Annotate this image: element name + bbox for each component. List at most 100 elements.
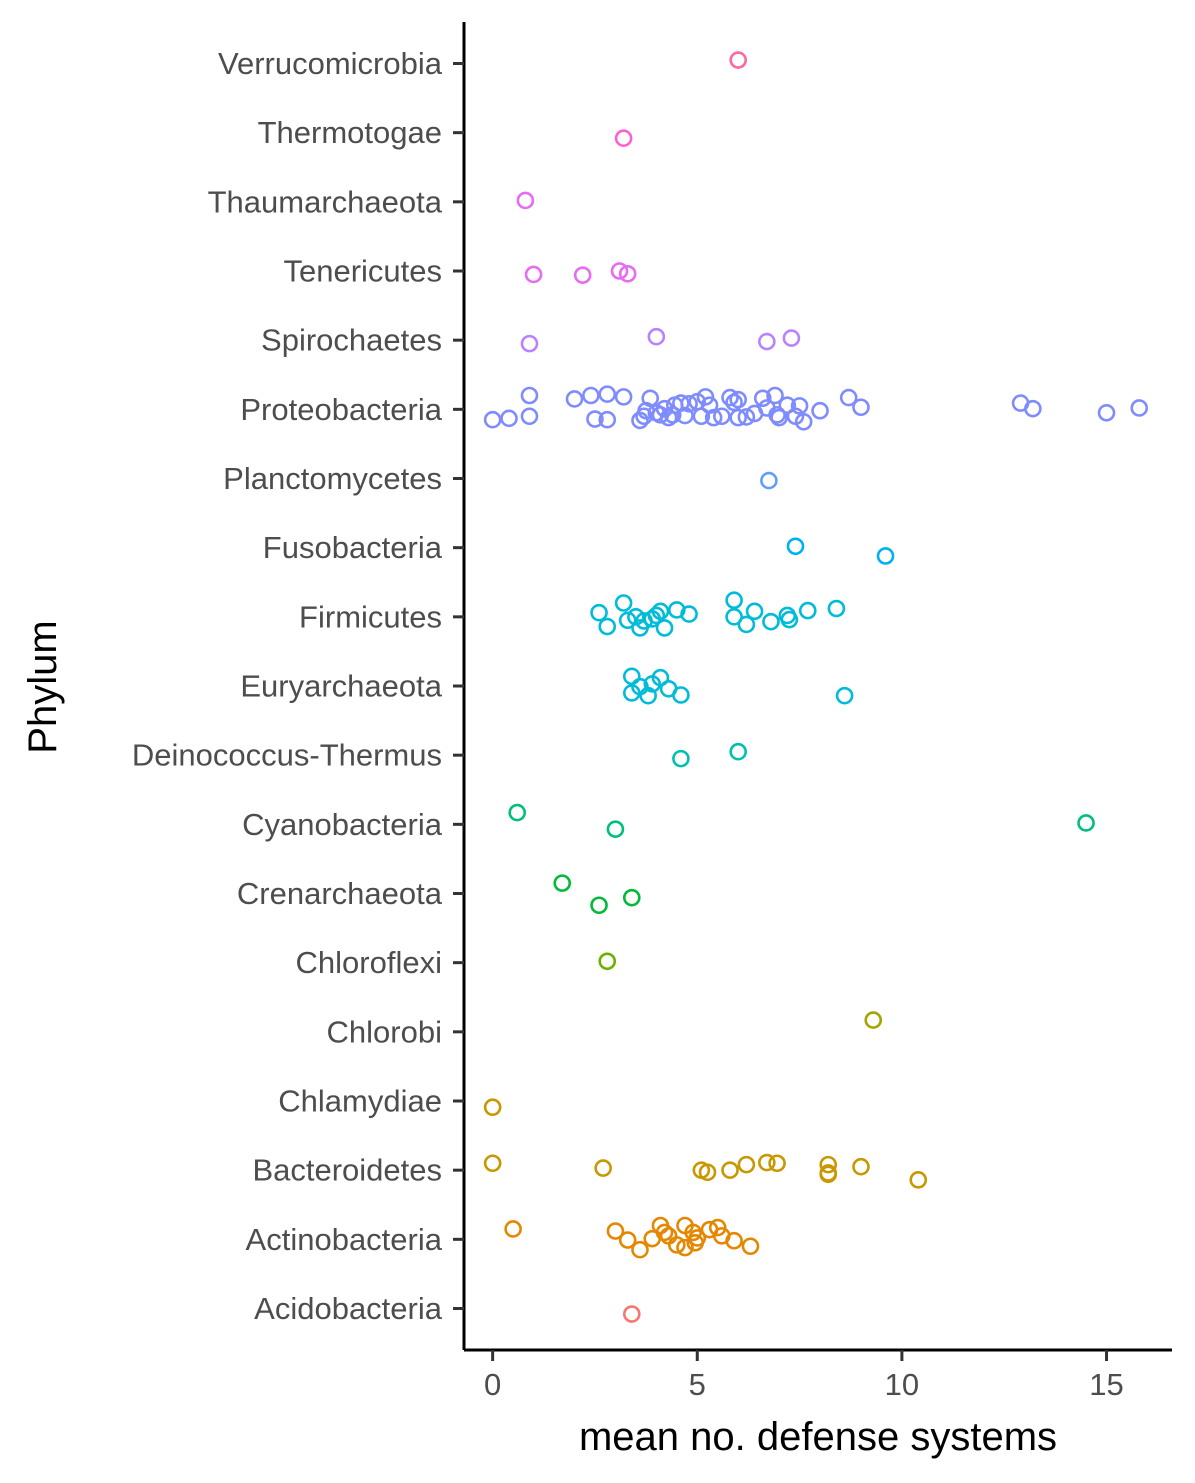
data-point xyxy=(672,749,690,768)
data-point xyxy=(655,619,674,637)
data-point xyxy=(618,1231,637,1249)
data-point xyxy=(766,386,784,405)
data-point xyxy=(780,610,799,629)
data-point xyxy=(655,1223,674,1242)
data-point xyxy=(520,334,539,353)
data-point xyxy=(729,51,747,69)
data-point xyxy=(1130,399,1149,417)
data-point xyxy=(594,1159,612,1177)
data-point xyxy=(692,407,711,426)
data-point xyxy=(839,388,858,407)
y-tick-label: Thaumarchaeota xyxy=(208,184,443,219)
x-tick-label: 5 xyxy=(689,1367,706,1402)
data-point xyxy=(1097,403,1116,422)
data-point xyxy=(672,686,690,704)
data-point xyxy=(741,1237,760,1256)
y-tick-label: Chlorobi xyxy=(327,1014,442,1049)
data-point xyxy=(598,385,617,403)
y-tick-label: Crenarchaeota xyxy=(237,876,443,911)
data-point xyxy=(659,1227,678,1245)
data-point xyxy=(504,1220,522,1238)
y-tick-label: Chlamydiae xyxy=(278,1084,442,1119)
data-point xyxy=(819,1155,838,1174)
data-point xyxy=(688,1229,707,1247)
data-point xyxy=(768,1154,786,1173)
data-point xyxy=(614,594,633,612)
data-point xyxy=(778,396,797,414)
data-point xyxy=(909,1171,928,1189)
data-point xyxy=(798,601,817,620)
data-point xyxy=(725,591,743,610)
data-point xyxy=(786,537,805,556)
data-point xyxy=(704,408,723,427)
data-point xyxy=(590,896,608,915)
data-point xyxy=(713,407,731,426)
x-tick-label: 15 xyxy=(1089,1367,1123,1402)
data-point xyxy=(737,1155,756,1174)
data-point xyxy=(760,471,778,490)
data-point xyxy=(483,1098,502,1117)
data-point xyxy=(610,262,629,280)
data-point xyxy=(622,667,641,686)
data-point xyxy=(782,329,801,347)
x-axis-ticks: 0 5 10 15 xyxy=(484,1350,1124,1402)
y-tick-label: Bacteroidetes xyxy=(252,1153,442,1188)
data-point xyxy=(753,389,772,408)
y-tick-label: Acidobacteria xyxy=(254,1291,443,1326)
data-point xyxy=(762,612,780,631)
data-point xyxy=(725,608,743,626)
data-point xyxy=(668,1236,686,1254)
data-point xyxy=(835,686,854,705)
data-point xyxy=(725,1231,743,1250)
data-point xyxy=(794,412,813,431)
data-point xyxy=(598,410,617,429)
data-point xyxy=(737,615,756,634)
data-point xyxy=(758,1153,776,1172)
data-point xyxy=(622,888,641,907)
y-tick-label: Euryarchaeota xyxy=(240,669,442,704)
data-point xyxy=(590,603,608,622)
x-axis-title: mean no. defense systems xyxy=(579,1415,1057,1459)
data-point xyxy=(598,617,617,636)
x-tick-label: 10 xyxy=(885,1367,919,1402)
data-point xyxy=(598,952,617,971)
points-layer xyxy=(483,51,1149,1323)
y-tick-label: Firmicutes xyxy=(299,599,442,634)
data-point xyxy=(768,406,786,424)
data-point xyxy=(698,1163,717,1182)
y-tick-label: Planctomycetes xyxy=(223,461,442,496)
data-point xyxy=(641,389,660,408)
data-point xyxy=(680,394,698,413)
data-point xyxy=(573,266,592,284)
data-point xyxy=(622,1305,641,1323)
data-point xyxy=(618,611,637,630)
data-point xyxy=(737,408,756,426)
data-point xyxy=(639,686,657,705)
data-point xyxy=(811,401,829,420)
data-point xyxy=(1077,814,1095,832)
data-point xyxy=(553,874,572,892)
y-tick-label: Chloroflexi xyxy=(296,945,442,980)
data-point xyxy=(680,605,698,623)
y-tick-label: Verrucomicrobia xyxy=(218,46,443,81)
data-point xyxy=(614,388,633,406)
y-axis-ticks: Acidobacteria Actinobacteria Bacteroidetes… xyxy=(132,46,464,1326)
data-point xyxy=(745,602,764,621)
data-point xyxy=(606,820,625,838)
data-point xyxy=(520,386,539,405)
data-point xyxy=(520,407,539,426)
y-tick-label: Fusobacteria xyxy=(263,530,443,565)
data-point xyxy=(676,406,694,425)
data-point xyxy=(606,1222,625,1240)
data-point xyxy=(631,1240,649,1259)
x-tick-label: 0 xyxy=(484,1367,501,1402)
y-axis-title: Phylum xyxy=(21,620,65,753)
y-tick-label: Cyanobacteria xyxy=(242,807,443,842)
data-point xyxy=(721,388,739,407)
data-point xyxy=(582,386,600,405)
data-point xyxy=(647,327,666,346)
data-point xyxy=(876,547,895,565)
data-point xyxy=(852,398,870,417)
y-tick-label: Spirochaetes xyxy=(261,323,442,358)
